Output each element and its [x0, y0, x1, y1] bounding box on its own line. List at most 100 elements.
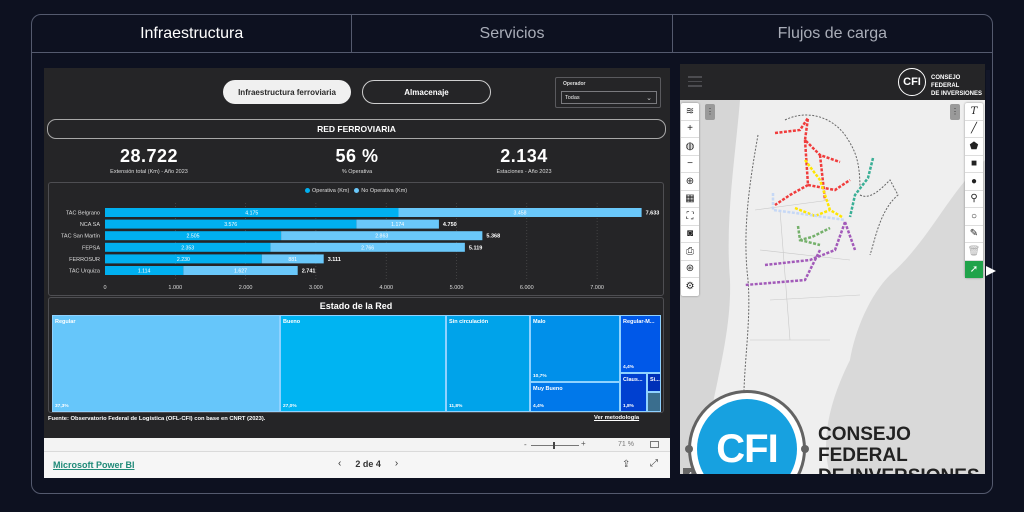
treemap-area: Regular 37,3% Bueno 27,0% Sin circulación 11,… — [52, 315, 661, 412]
zoom-bar: - + 71 % — [44, 438, 670, 452]
grid-icon[interactable]: ▦ — [681, 191, 699, 208]
zoom-slider[interactable] — [531, 445, 579, 446]
chart-legend: Operativa (Km) No Operativa (Km) — [305, 188, 407, 194]
kpi-label: Estaciones - Año 2023 — [496, 169, 552, 175]
border-east — [859, 179, 899, 256]
treemap-cell-label: Malo — [533, 319, 546, 325]
select-icon[interactable]: ➚ — [965, 260, 983, 278]
treemap-cell[interactable]: Muy Bueno 4,4% — [530, 382, 620, 412]
fullscreen-icon[interactable]: ⛶ — [681, 208, 699, 226]
expand-panel-arrow-icon[interactable] — [986, 266, 996, 276]
treemap-cell-small[interactable] — [647, 392, 661, 412]
add-layer-icon[interactable]: ⊛ — [681, 261, 699, 278]
next-page-button[interactable]: › — [394, 458, 399, 469]
bar-segment[interactable] — [105, 208, 399, 217]
zoom-slider-thumb[interactable] — [553, 442, 555, 449]
fit-to-page-icon[interactable] — [650, 441, 659, 448]
x-tick-label: 1.000 — [168, 285, 182, 291]
cfi-org-name: CONSEJO FEDERAL DE INVERSIONES — [931, 75, 983, 97]
treemap-cell[interactable]: Regular 37,3% — [52, 315, 280, 412]
treemap-cell-label: Sin circulación — [449, 319, 489, 325]
menu-icon[interactable] — [688, 76, 702, 87]
treemap-cell[interactable]: Regular-M... 4,4% — [620, 315, 661, 373]
ver-metodologia-link[interactable]: Ver metodología — [594, 415, 640, 421]
route-ferrosur — [744, 221, 857, 287]
x-tick-label: 4.000 — [379, 285, 393, 291]
province-lines — [750, 199, 861, 341]
cfi-logo: CFI — [898, 68, 926, 96]
route-urquiza — [848, 157, 875, 218]
treemap-cell[interactable]: Malo 10,7% — [530, 315, 620, 382]
total-label: 4.750 — [443, 222, 457, 228]
category-label: NCA SA — [80, 222, 101, 228]
total-label: 3.111 — [328, 257, 341, 263]
locate-icon[interactable]: ⊕ — [681, 173, 699, 191]
edit-icon[interactable]: ✎ — [965, 226, 983, 243]
globe-icon[interactable]: ◍ — [681, 138, 699, 156]
infraestructura-ferroviaria-button[interactable]: Infraestructura ferroviaria — [223, 80, 351, 104]
right-toolbar-handle[interactable]: ⋮ — [950, 104, 960, 120]
circle-icon[interactable]: ○ — [965, 208, 983, 226]
marker-icon[interactable]: ⚲ — [965, 191, 983, 208]
trash-icon[interactable]: 🗑 — [965, 243, 983, 261]
microsoft-power-bi-link[interactable]: Microsoft Power BI — [53, 460, 135, 470]
previous-page-button[interactable]: ‹ — [338, 458, 342, 469]
line-icon[interactable]: ╱ — [965, 121, 983, 138]
bar-segment[interactable] — [105, 219, 357, 229]
bar-segment[interactable] — [105, 242, 271, 252]
bar-segment[interactable] — [356, 219, 439, 229]
tab-bar: Infraestructura Servicios Flujos de carg… — [32, 15, 992, 53]
bar-segment[interactable] — [270, 242, 465, 252]
bar-segment[interactable] — [105, 266, 184, 275]
layer-count-badge: 4 — [683, 468, 697, 474]
share-icon[interactable]: ⇪ — [622, 459, 631, 470]
treemap-cell[interactable]: Sin circulación 11,8% — [446, 315, 530, 412]
tab-infraestructura[interactable]: Infraestructura — [32, 15, 353, 52]
zoom-out-button[interactable]: - — [524, 440, 527, 449]
zoom-in-button[interactable]: + — [581, 439, 586, 448]
left-toolbar-handle[interactable]: ⋮ — [705, 104, 715, 120]
legend-item-operativa[interactable]: Operativa (Km) — [305, 188, 349, 194]
map-canvas[interactable]: ⋮ ⋮ ≋ + ◍ − ⊕ ▦ ⛶ ◙ ⎙ ⊛ ⚙ T ╱ ⬟ ■ ● ⚲ ○ … — [680, 100, 985, 474]
rectangle-icon[interactable]: ■ — [965, 156, 983, 173]
camera-icon[interactable]: ◙ — [681, 226, 699, 243]
almacenaje-button[interactable]: Almacenaje — [362, 80, 491, 104]
zoom-in-icon[interactable]: + — [681, 121, 699, 138]
map-panel: CFI CONSEJO FEDERAL DE INVERSIONES — [680, 64, 985, 474]
map-header: CFI CONSEJO FEDERAL DE INVERSIONES — [680, 64, 985, 100]
legend-item-no-operativa[interactable]: No Operativa (Km) — [354, 188, 407, 194]
layers-icon[interactable]: ≋ — [681, 103, 699, 121]
data-label: 4.175 — [245, 211, 258, 217]
treemap-cell[interactable]: Bueno 27,0% — [280, 315, 446, 412]
polygon-icon[interactable]: ⬟ — [965, 138, 983, 156]
treemap-cell-pct: 4,4% — [533, 404, 544, 409]
bar-segment[interactable] — [398, 208, 642, 217]
fullscreen-icon[interactable]: ⤢ — [650, 458, 658, 469]
treemap-cell[interactable]: Claus... 1,8% — [620, 373, 647, 412]
treemap-cell-label: Si... — [650, 377, 660, 383]
data-label: 1.627 — [234, 269, 247, 275]
treemap-cell-label: Muy Bueno — [533, 386, 563, 392]
border-north — [784, 114, 861, 191]
text-icon[interactable]: T — [965, 103, 983, 121]
tab-servicios[interactable]: Servicios — [352, 15, 673, 52]
category-label: FERROSUR — [69, 257, 100, 263]
power-bi-report: Infraestructura ferroviaria Almacenaje O… — [44, 68, 670, 478]
print-icon[interactable]: ⎙ — [681, 243, 699, 261]
circle-filled-icon[interactable]: ● — [965, 173, 983, 191]
tab-flujos-de-carga[interactable]: Flujos de carga — [777, 24, 888, 42]
treemap-cell[interactable]: Si... — [647, 373, 661, 392]
zoom-out-icon[interactable]: − — [681, 156, 699, 173]
bar-segment[interactable] — [261, 254, 324, 264]
operador-dropdown[interactable]: Todas ⌄ — [561, 91, 657, 104]
bar-segment[interactable] — [281, 231, 483, 241]
settings-icon[interactable]: ⚙ — [685, 281, 695, 293]
bar-segment[interactable] — [105, 231, 282, 241]
bar-segment[interactable] — [183, 266, 298, 275]
treemap-title: Estado de la Red — [319, 301, 393, 311]
x-tick-label: 7.000 — [590, 285, 604, 291]
page-indicator: 2 de 4 — [355, 458, 381, 469]
treemap-cell-pct: 27,0% — [283, 404, 297, 409]
treemap-cell-label: Regular-M... — [623, 319, 655, 325]
bar-segment[interactable] — [105, 254, 262, 264]
